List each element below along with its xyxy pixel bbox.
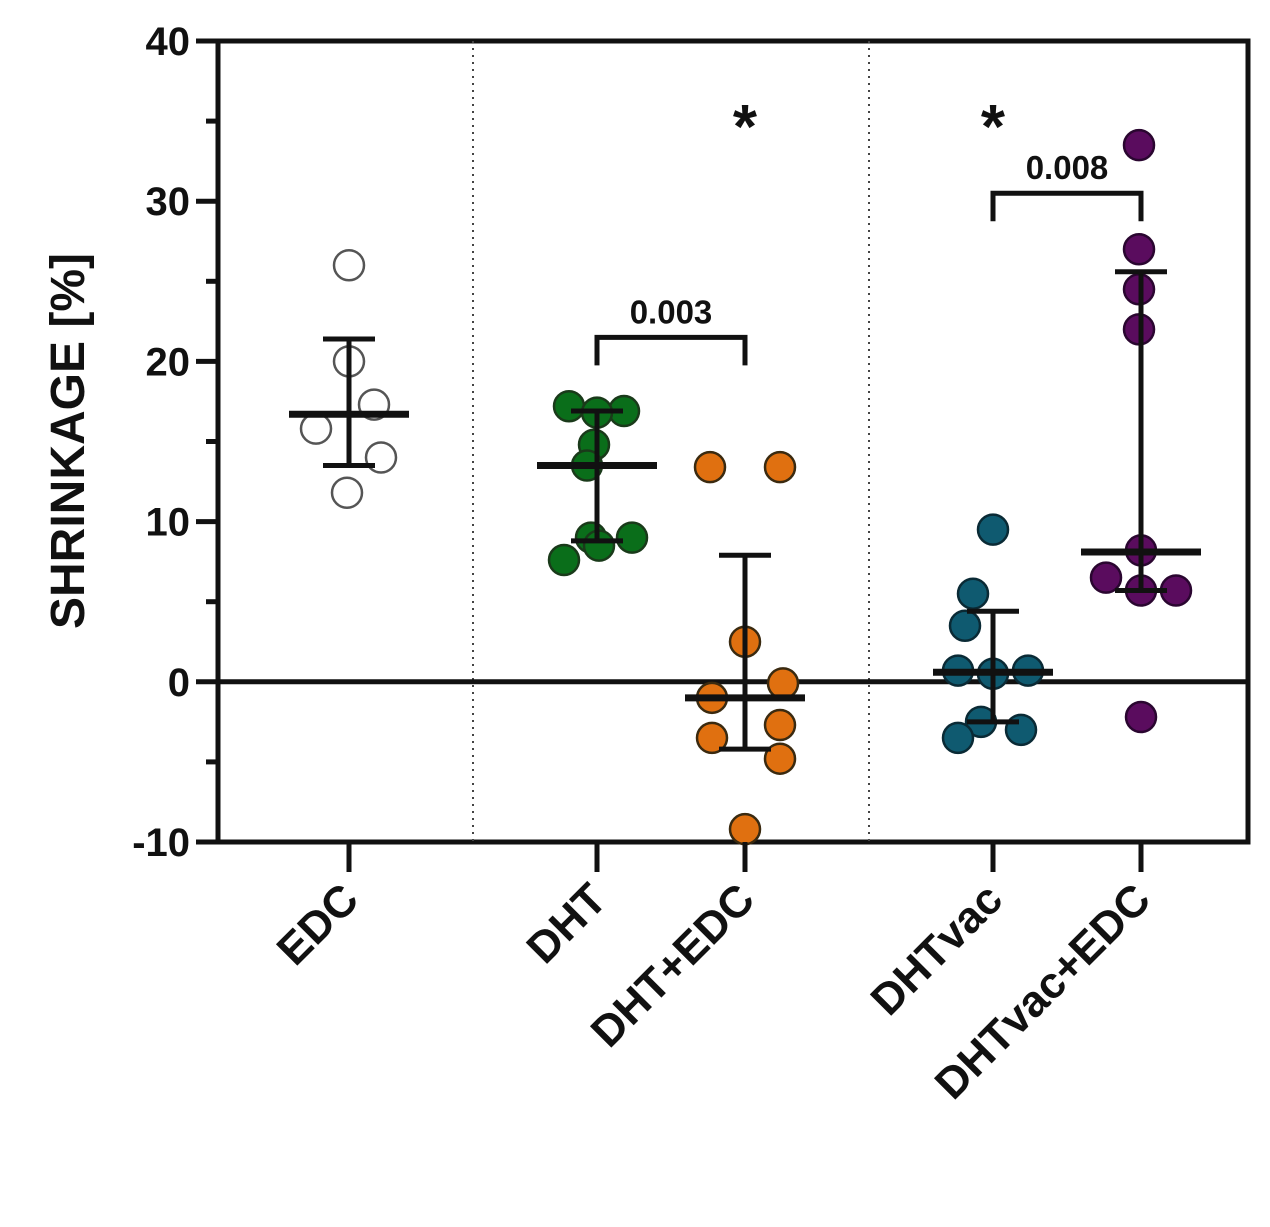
data-point-dht-plus-edc	[763, 450, 797, 484]
data-point-edc	[330, 476, 364, 510]
data-point-edc	[332, 249, 366, 282]
data-point-dht	[615, 521, 649, 554]
data-point-dhtvac	[956, 577, 990, 610]
y-tick-label: 30	[146, 180, 191, 224]
significance-star: *	[733, 93, 758, 162]
category-label-dhtvac: DHTvac	[862, 874, 1013, 1025]
group-dividers	[472, 41, 870, 842]
y-axis-title: SHRINKAGE [%]	[42, 253, 95, 629]
data-point-dht-plus-edc	[763, 708, 797, 742]
significance-star: *	[981, 93, 1006, 162]
data-point-dht-plus-edc	[695, 721, 729, 755]
category-label-edc: EDC	[268, 874, 368, 974]
data-point-edc	[299, 412, 333, 445]
data-point-dht	[552, 390, 586, 423]
data-point-dhtvac-plus-edc	[1124, 700, 1158, 734]
annotations: 0.003 0.008 * *	[594, 93, 1144, 366]
p-value-label: 0.003	[630, 293, 713, 330]
p-value-label: 0.008	[1026, 149, 1109, 186]
comparison-bracket	[990, 190, 1144, 222]
y-tick-label: 40	[146, 20, 191, 64]
data-point-dhtvac-plus-edc	[1122, 233, 1156, 266]
data-point-dhtvac-plus-edc	[1089, 561, 1123, 594]
y-tick-label: 10	[146, 501, 191, 545]
data-point-dhtvac-plus-edc	[1122, 128, 1156, 162]
data-point-dht-plus-edc	[693, 450, 727, 484]
data-point-dht-plus-edc	[763, 742, 797, 775]
error-bars	[289, 269, 1201, 752]
data-point-dhtvac	[976, 513, 1010, 546]
data-point-dhtvac	[948, 609, 982, 642]
y-tick-label: -10	[132, 821, 190, 865]
category-label-dht: DHT	[517, 874, 616, 973]
y-tick-label: 20	[146, 340, 191, 384]
y-axis: -10 0 10 20 30 40	[132, 20, 218, 865]
data-point-dht-plus-edc	[728, 812, 762, 846]
y-tick-label: 0	[168, 661, 190, 705]
data-point-dht	[547, 543, 581, 577]
data-point-dhtvac	[941, 721, 975, 755]
category-label-dht-plus-edc: DHT+EDC	[582, 874, 764, 1056]
comparison-bracket	[594, 334, 748, 366]
data-point-dht-plus-edc	[766, 667, 800, 700]
